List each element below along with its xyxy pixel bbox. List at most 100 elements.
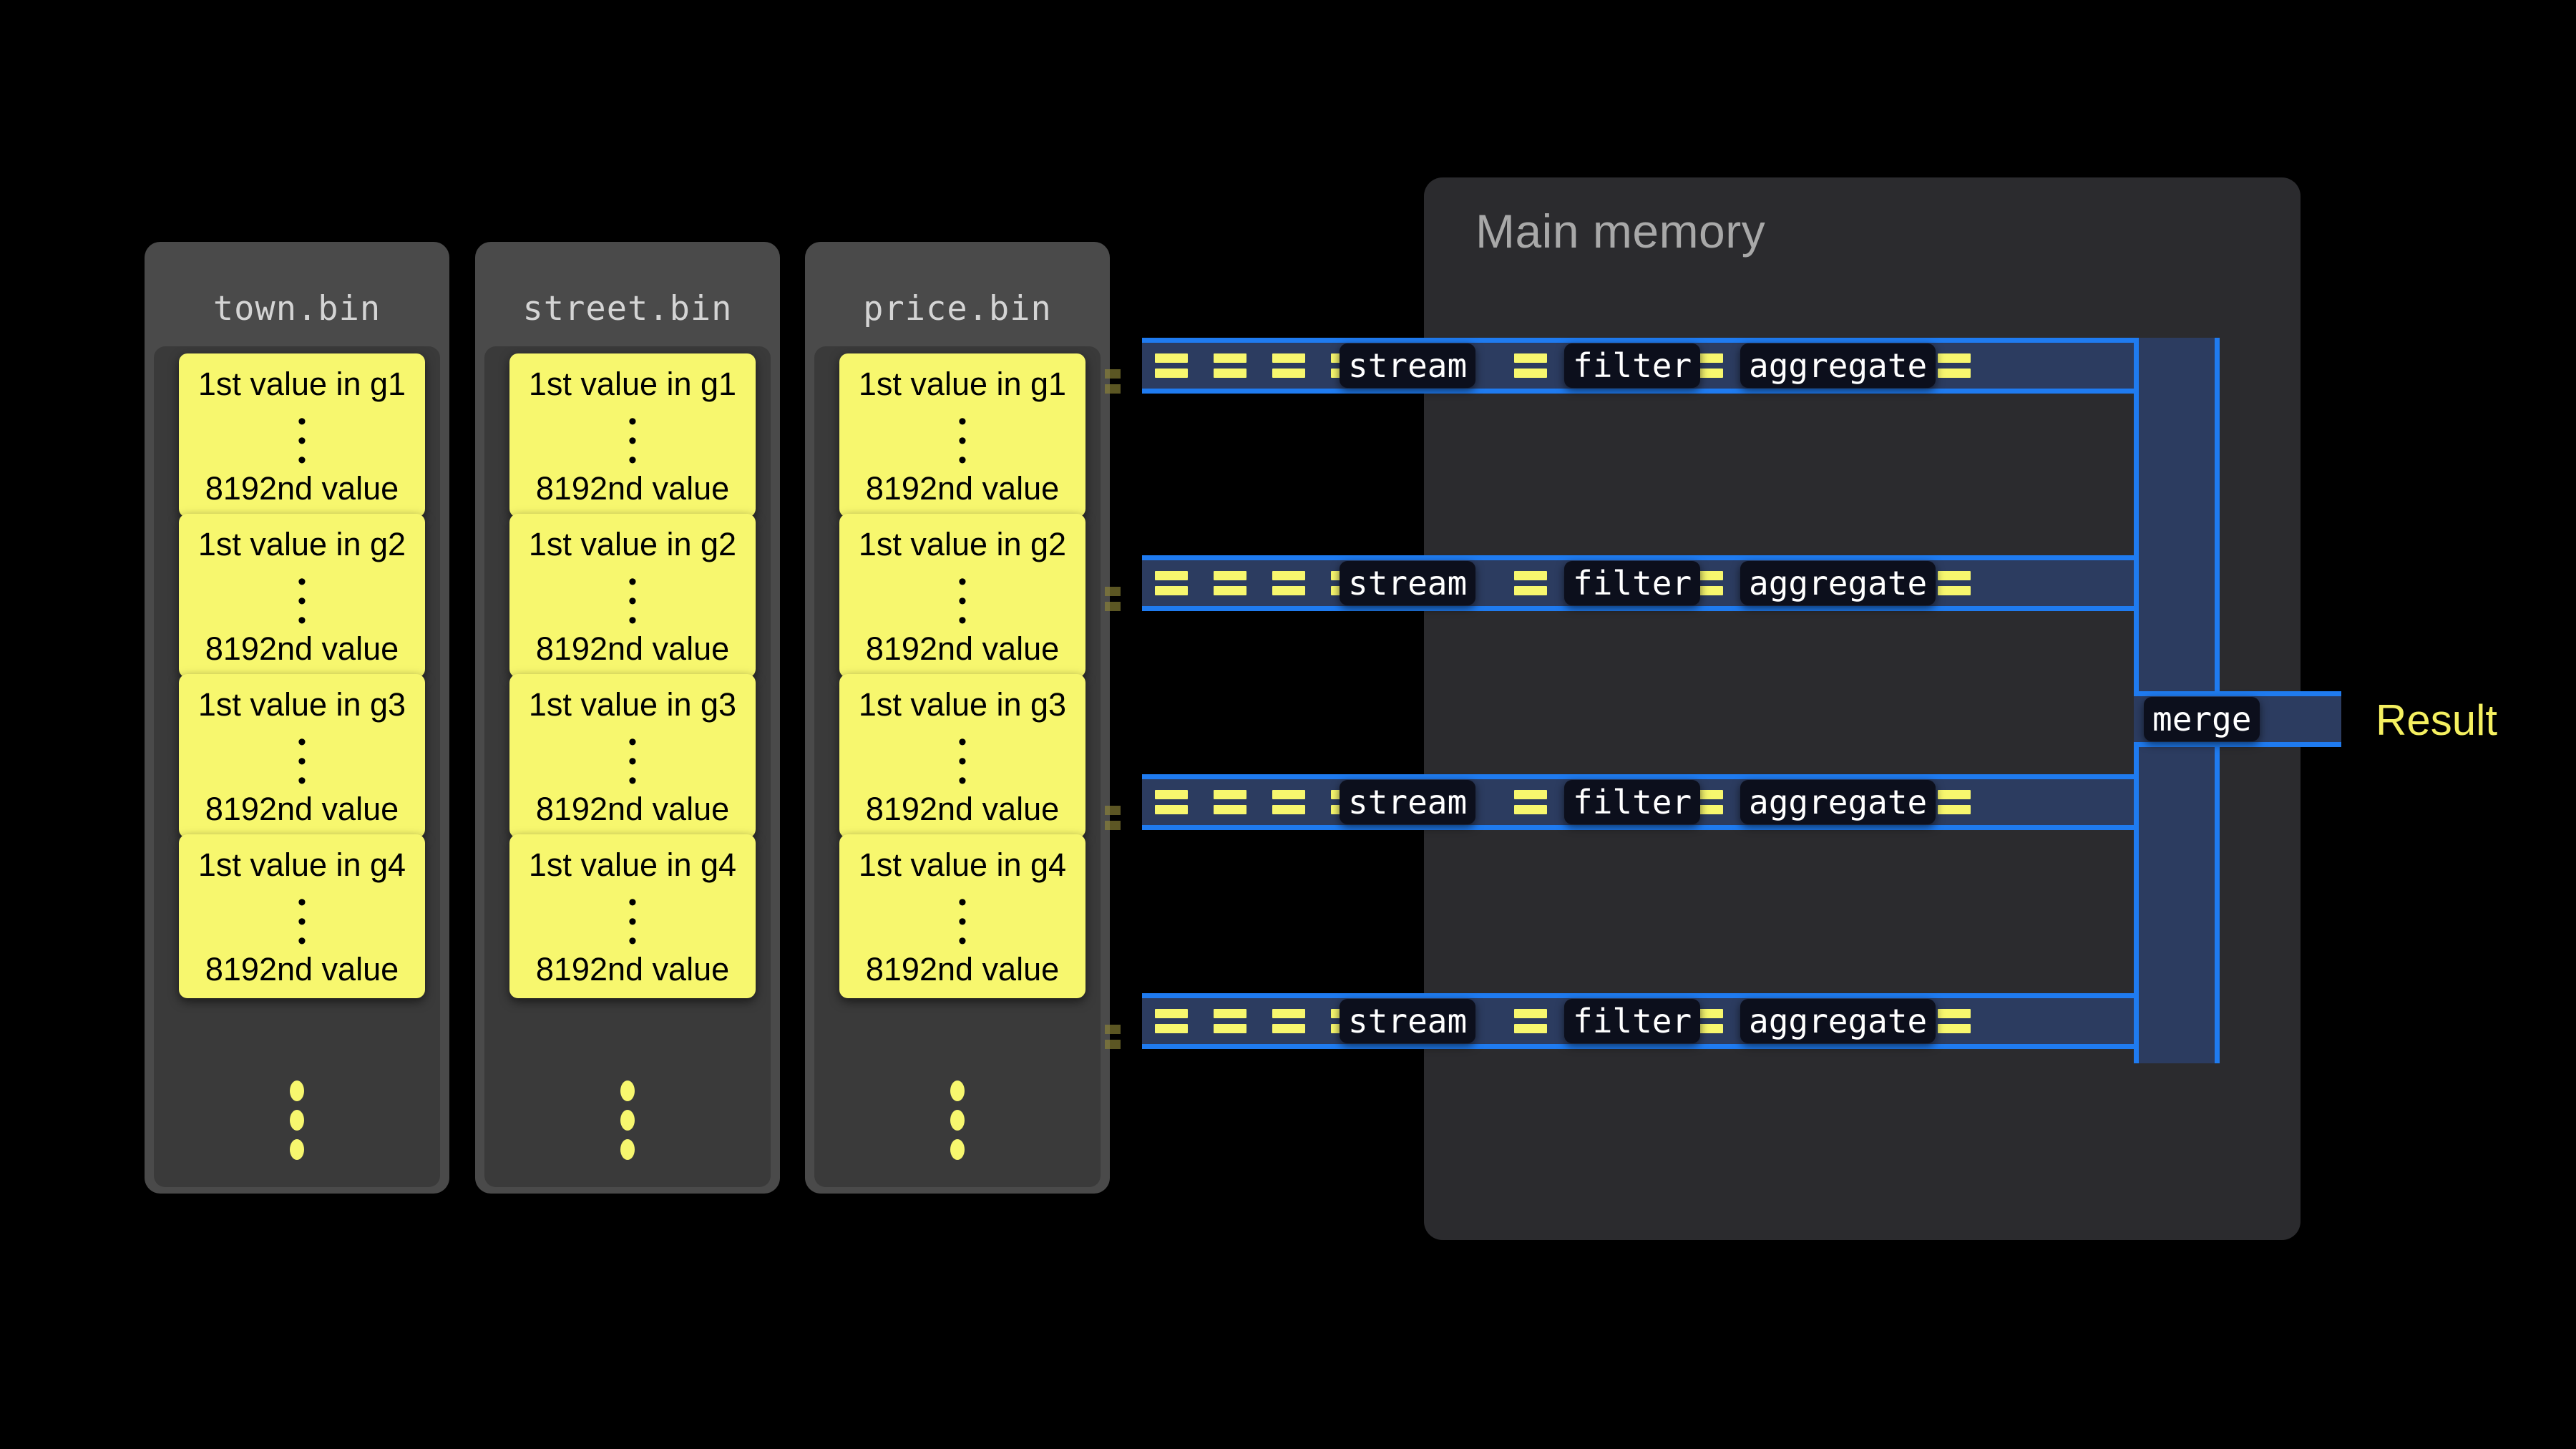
vertical-ellipsis-icon: • • • [628, 889, 637, 955]
data-flow-icon [1272, 352, 1305, 379]
pipeline-stage-stream[interactable]: stream [1340, 999, 1476, 1043]
group-box: 1st value in g1 • • • 8192nd value [179, 353, 425, 517]
file-name-label: town.bin [213, 289, 381, 328]
pipeline-stage-stream[interactable]: stream [1340, 780, 1476, 824]
pipeline-stage-aggregate[interactable]: aggregate [1740, 780, 1936, 824]
file-name-label: price.bin [863, 289, 1052, 328]
data-flow-icon [1938, 352, 1971, 379]
main-memory-title: Main memory [1475, 205, 1766, 258]
group-first-value: 1st value in g3 [858, 686, 1067, 723]
group-last-value: 8192nd value [535, 630, 730, 667]
group-first-value: 1st value in g2 [528, 526, 737, 562]
group-last-value: 8192nd value [205, 630, 399, 667]
pipeline-stage-stream[interactable]: stream [1340, 561, 1476, 605]
group-last-value: 8192nd value [535, 470, 730, 507]
group-box: 1st value in g3 • • • 8192nd value [179, 674, 425, 838]
data-flow-icon [1214, 1008, 1246, 1035]
data-flow-icon [1514, 570, 1547, 597]
data-flow-stub-icon [1105, 368, 1121, 395]
pipeline-stage-aggregate[interactable]: aggregate [1740, 561, 1936, 605]
data-flow-stub-icon [1105, 1023, 1121, 1050]
vertical-ellipsis-icon: • • • [298, 728, 306, 794]
pipeline-stage-filter[interactable]: filter [1564, 780, 1701, 824]
pipeline-row-1: stream filter aggregate [1142, 338, 2134, 394]
group-first-value: 1st value in g4 [197, 847, 406, 883]
group-first-value: 1st value in g2 [197, 526, 406, 562]
group-box: 1st value in g4 • • • 8192nd value [509, 834, 756, 998]
more-groups-ellipsis-icon [814, 1072, 1101, 1169]
group-first-value: 1st value in g4 [528, 847, 737, 883]
group-last-value: 8192nd value [535, 951, 730, 987]
pipeline-stage-filter[interactable]: filter [1564, 561, 1701, 605]
group-first-value: 1st value in g1 [528, 366, 737, 402]
data-flow-icon [1155, 1008, 1188, 1035]
file-column-street: street.bin 1st value in g1 • • • 8192nd va… [475, 242, 780, 1194]
data-flow-icon [1514, 352, 1547, 379]
pipeline-stage-filter[interactable]: filter [1564, 999, 1701, 1043]
vertical-ellipsis-icon: • • • [628, 568, 637, 634]
pipeline-row-4: stream filter aggregate [1142, 993, 2134, 1049]
pipeline-bus-upper [2134, 338, 2220, 691]
file-column-body: 1st value in g1 • • • 8192nd value 1st val… [154, 346, 440, 1187]
vertical-ellipsis-icon: • • • [958, 568, 967, 634]
vertical-ellipsis-icon: • • • [958, 889, 967, 955]
more-groups-ellipsis-icon [154, 1072, 440, 1169]
file-column-price: price.bin 1st value in g1 • • • 8192nd val… [805, 242, 1110, 1194]
group-box: 1st value in g2 • • • 8192nd value [839, 514, 1085, 678]
vertical-ellipsis-icon: • • • [628, 408, 637, 474]
file-column-body: 1st value in g1 • • • 8192nd value 1st val… [484, 346, 771, 1187]
group-first-value: 1st value in g3 [528, 686, 737, 723]
pipeline-bus-lower [2134, 747, 2220, 1063]
group-last-value: 8192nd value [865, 470, 1060, 507]
group-last-value: 8192nd value [205, 791, 399, 827]
data-flow-stub-icon [1105, 804, 1121, 831]
pipeline-row-3: stream filter aggregate [1142, 774, 2134, 830]
group-box: 1st value in g1 • • • 8192nd value [839, 353, 1085, 517]
vertical-ellipsis-icon: • • • [628, 728, 637, 794]
data-flow-icon [1938, 570, 1971, 597]
group-box: 1st value in g2 • • • 8192nd value [509, 514, 756, 678]
data-flow-stub-icon [1105, 585, 1121, 613]
group-first-value: 1st value in g3 [197, 686, 406, 723]
pipeline-stage-aggregate[interactable]: aggregate [1740, 343, 1936, 388]
merge-band: merge [2134, 691, 2341, 747]
vertical-ellipsis-icon: • • • [958, 728, 967, 794]
file-name-label: street.bin [522, 289, 733, 328]
file-column-town: town.bin 1st value in g1 • • • 8192nd valu… [145, 242, 449, 1194]
result-label: Result [2376, 696, 2498, 744]
vertical-ellipsis-icon: • • • [298, 408, 306, 474]
group-box: 1st value in g4 • • • 8192nd value [839, 834, 1085, 998]
file-column-body: 1st value in g1 • • • 8192nd value 1st val… [814, 346, 1101, 1187]
merge-node[interactable]: merge [2144, 697, 2260, 741]
group-box: 1st value in g3 • • • 8192nd value [839, 674, 1085, 838]
data-flow-icon [1214, 570, 1246, 597]
group-box: 1st value in g3 • • • 8192nd value [509, 674, 756, 838]
group-first-value: 1st value in g4 [858, 847, 1067, 883]
data-flow-icon [1514, 789, 1547, 816]
data-flow-icon [1938, 789, 1971, 816]
group-last-value: 8192nd value [865, 951, 1060, 987]
group-last-value: 8192nd value [865, 791, 1060, 827]
pipeline-row-2: stream filter aggregate [1142, 555, 2134, 611]
group-box: 1st value in g1 • • • 8192nd value [509, 353, 756, 517]
vertical-ellipsis-icon: • • • [298, 889, 306, 955]
group-box: 1st value in g4 • • • 8192nd value [179, 834, 425, 998]
data-flow-icon [1155, 352, 1188, 379]
group-last-value: 8192nd value [205, 951, 399, 987]
data-flow-icon [1155, 570, 1188, 597]
group-last-value: 8192nd value [535, 791, 730, 827]
group-last-value: 8192nd value [205, 470, 399, 507]
data-flow-icon [1272, 1008, 1305, 1035]
data-flow-icon [1272, 789, 1305, 816]
pipeline-stage-aggregate[interactable]: aggregate [1740, 999, 1936, 1043]
pipeline-stage-stream[interactable]: stream [1340, 343, 1476, 388]
group-last-value: 8192nd value [865, 630, 1060, 667]
pipeline-stage-filter[interactable]: filter [1564, 343, 1701, 388]
data-flow-icon [1514, 1008, 1547, 1035]
group-first-value: 1st value in g1 [858, 366, 1067, 402]
data-flow-icon [1272, 570, 1305, 597]
data-flow-icon [1214, 352, 1246, 379]
vertical-ellipsis-icon: • • • [958, 408, 967, 474]
data-flow-icon [1214, 789, 1246, 816]
